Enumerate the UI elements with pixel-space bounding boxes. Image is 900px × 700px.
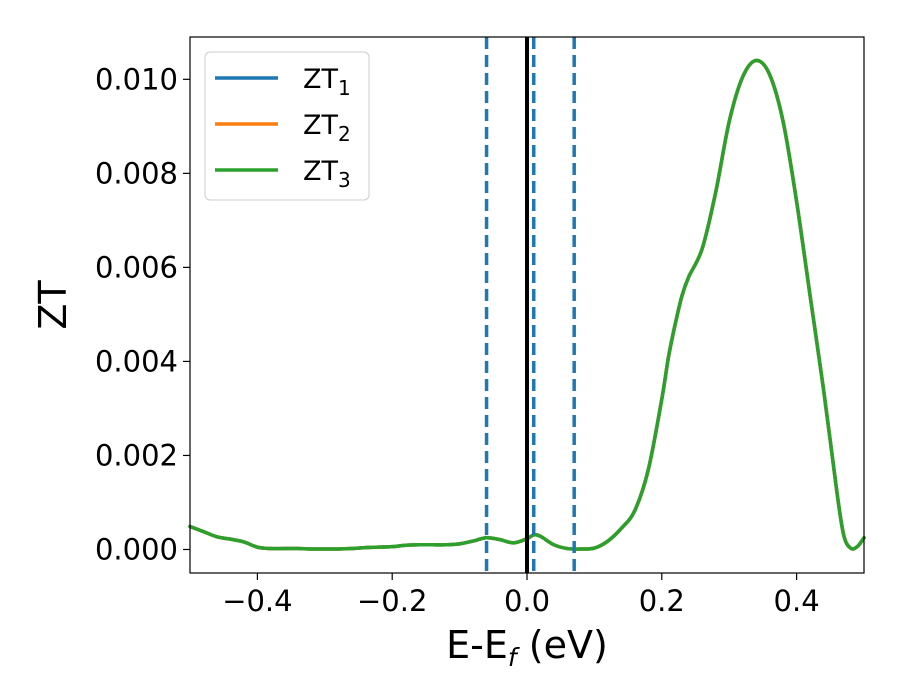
y-axis-ticks: 0.000 0.002 0.004 0.006 0.008 0.010 xyxy=(95,62,190,566)
series-layer xyxy=(188,58,866,551)
x-tick-label: −0.4 xyxy=(222,584,292,618)
x-tick-label: 0.2 xyxy=(639,584,685,618)
x-tick-label: −0.2 xyxy=(357,584,427,618)
x-axis-title: E-Ef (eV) xyxy=(446,623,608,672)
legend-label-zt2: ZT2 xyxy=(303,110,351,146)
legend-label-zt1: ZT1 xyxy=(303,64,351,100)
y-tick-label: 0.002 xyxy=(95,438,178,472)
x-tick-label: 0.0 xyxy=(504,584,550,618)
x-axis-ticks: −0.4 −0.2 0.0 0.2 0.4 xyxy=(222,573,820,618)
x-tick-label: 0.4 xyxy=(774,584,820,618)
y-tick-label: 0.000 xyxy=(95,532,178,566)
y-tick-label: 0.004 xyxy=(95,344,178,378)
y-tick-label: 0.006 xyxy=(95,250,178,284)
vline-layer xyxy=(484,37,576,573)
series-line-zt3 xyxy=(188,58,866,551)
legend: ZT1 ZT2 ZT3 xyxy=(204,51,370,201)
y-axis-title: ZT xyxy=(31,280,75,330)
legend-box xyxy=(204,51,370,201)
y-tick-label: 0.010 xyxy=(95,62,178,96)
legend-label-zt3: ZT3 xyxy=(303,156,351,192)
y-tick-label: 0.008 xyxy=(95,156,178,190)
